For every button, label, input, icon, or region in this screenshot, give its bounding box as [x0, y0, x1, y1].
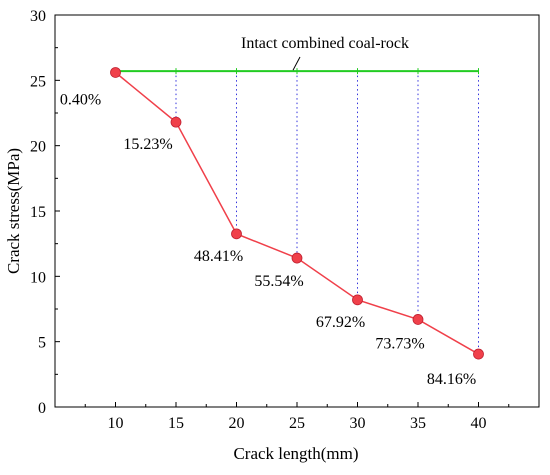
data-label: 15.23% — [123, 136, 172, 153]
data-label: 48.41% — [194, 248, 243, 265]
data-label: 73.73% — [375, 335, 424, 352]
x-axis-label: Crack length(mm) — [233, 444, 358, 463]
x-tick-label: 10 — [108, 415, 124, 432]
axes: 10 15 20 25 30 35 40 0 5 10 15 20 25 30 — [30, 8, 540, 432]
y-tick-label: 5 — [38, 335, 46, 352]
data-labels: 0.40% 15.23% 48.41% 55.54% 67.92% 73.73% 84.16… — [60, 91, 476, 388]
y-tick-label: 30 — [30, 8, 46, 25]
data-label: 55.54% — [254, 273, 303, 290]
data-point — [231, 228, 242, 240]
data-point — [170, 116, 182, 128]
data-label: 67.92% — [316, 314, 365, 331]
data-point — [473, 348, 484, 360]
series-group — [110, 67, 484, 360]
reference-line-group: Intact combined coal-rock — [115, 35, 479, 75]
guide-lines — [175, 71, 479, 355]
data-point — [110, 67, 121, 78]
series-line — [115, 71, 479, 355]
data-point — [291, 252, 303, 264]
y-tick-label: 20 — [30, 139, 46, 156]
x-tick-label: 15 — [168, 415, 184, 432]
annotation-leader — [292, 56, 301, 71]
data-label: 0.40% — [60, 91, 101, 108]
reference-line-annotation: Intact combined coal-rock — [241, 35, 409, 52]
y-tick-label: 15 — [30, 204, 46, 221]
x-tick-label: 20 — [229, 415, 245, 432]
x-tick-label: 30 — [350, 415, 366, 432]
y-tick-label: 10 — [30, 269, 46, 286]
x-tick-label: 40 — [471, 415, 487, 432]
x-tick-label: 25 — [289, 415, 305, 432]
data-label: 84.16% — [427, 371, 476, 388]
data-point — [352, 294, 363, 306]
x-tick-label: 35 — [410, 415, 426, 432]
y-axis-label: Crack stress(MPa) — [4, 148, 23, 274]
y-tick-label: 25 — [30, 73, 46, 90]
data-point — [412, 314, 424, 325]
y-tick-label: 0 — [38, 400, 46, 417]
